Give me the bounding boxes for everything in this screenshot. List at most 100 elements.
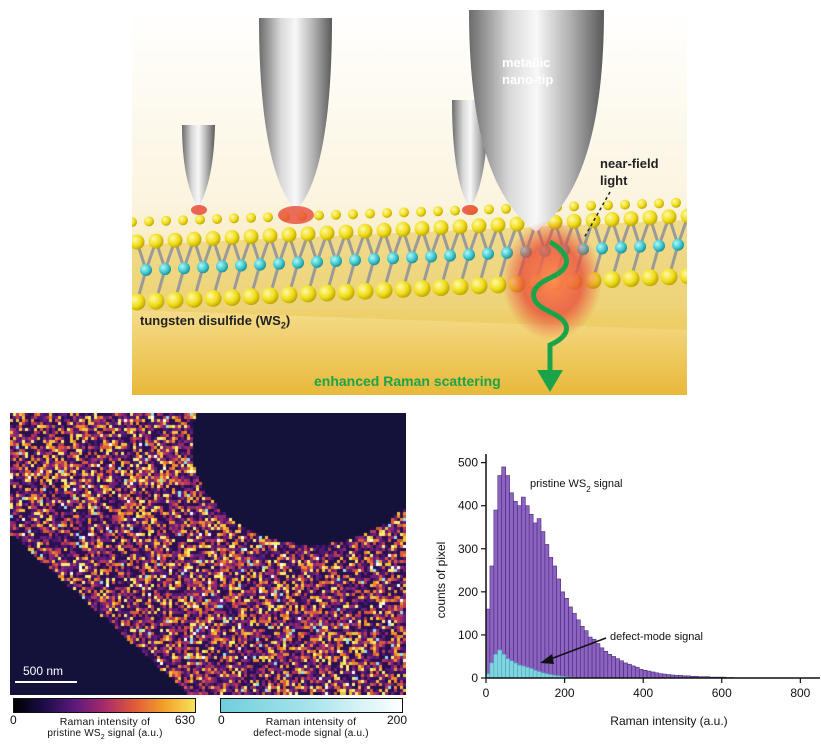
defect-bar [513,662,518,679]
defect-bar [493,654,499,679]
pristine-bar [619,660,624,679]
pristine-bar [493,509,499,679]
nearfield-label: near-field light [600,155,685,189]
annotation-pristine-sub: 2 [586,485,591,494]
annotation-defect-arrowhead [540,654,554,664]
pristine-bar [631,665,636,679]
pristine-bar [638,669,644,679]
y-tick-label: 200 [458,585,478,599]
pristine-bar [650,671,656,679]
x-tick-label: 400 [633,686,653,700]
annotation-defect-arrow [547,637,607,661]
pristine-bar [623,662,628,679]
pristine-bar [513,501,518,679]
pristine-bar [540,531,546,679]
pristine-bar [524,505,530,679]
colorbar-pristine-line1: Raman intensity of [59,716,151,728]
tip-label-line1: metallic [502,55,551,70]
colorbar-defect-line1: Raman intensity of [265,716,357,728]
pristine-bar [635,666,640,679]
pristine-bar [532,522,538,679]
pristine-bar [603,650,609,679]
colorbar-defect-label: Raman intensity of defect-mode signal (a… [226,716,396,740]
colorbar-pristine-max: 630 [175,713,196,727]
defect-bar [489,662,495,679]
x-axis-label: Raman intensity (a.u.) [610,714,727,728]
pristine-bar [517,505,522,679]
defect-bar [501,654,506,679]
pristine-bar [497,475,503,679]
tip-label-line2: nano-tip [502,72,554,87]
pristine-bar [642,669,648,679]
colorbar-pristine-line2-sub: 2 [100,734,105,741]
pristine-bar [568,606,573,679]
defect-bar [524,666,530,679]
histogram-bars [485,466,734,679]
pristine-bar [521,496,526,679]
raman-map-canvas [10,413,406,695]
pristine-bar [583,630,589,679]
material-label: tungsten disulfide (WS2) [140,313,290,331]
material-label-close: ) [285,313,291,328]
pristine-bar [654,672,660,679]
colorbar-defect [220,698,403,713]
colorbar-pristine-label: Raman intensity of pristine WS2 signal (… [20,716,190,744]
tip-label: metallic nano-tip [502,54,592,88]
nearfield-label-line2: light [600,173,628,188]
defect-bar [540,672,546,679]
illustration-panel: metallic nano-tip near-field light tungs… [132,10,687,395]
defect-bar [536,671,542,679]
annotation-defect: defect-mode signal [610,631,703,643]
material-label-text: tungsten disulfide (WS [140,313,281,328]
pristine-bar [611,656,616,679]
annotation-pristine-pre: pristine WS [530,478,586,490]
raman-arrow-head [537,370,563,392]
pristine-bar [615,658,620,679]
defect-bar [528,668,534,679]
colorbar-pristine-line2: pristine WS2 signal (a.u.) [20,728,190,744]
defect-bar [521,665,526,679]
pristine-bar [556,578,561,679]
defect-bar [517,664,522,679]
y-tick-label: 300 [458,542,478,556]
pristine-bar [560,591,565,679]
annotation-pristine: pristine WS2 signal [530,478,623,494]
pristine-bar [599,647,605,679]
scale-label: 500 nm [23,664,64,678]
defect-bar [497,649,503,679]
colorbar-pristine-min: 0 [10,713,17,727]
colorbar-pristine-line2-pre: pristine WS [47,728,101,739]
colorbar-pristine [13,698,196,713]
pristine-bar [528,514,534,679]
colorbar-defect-line2: defect-mode signal (a.u.) [253,728,369,739]
defect-bar [509,660,514,679]
pristine-bar [607,654,613,679]
y-tick-label: 500 [458,456,478,470]
material-label-sub: 2 [280,320,286,331]
near-field-glow [502,220,602,340]
raman-map: 500 nm [10,413,406,695]
colorbar-defect-min: 0 [218,713,225,727]
pristine-bar [564,598,569,679]
y-tick-label: 400 [458,499,478,513]
pristine-bar [591,638,597,679]
pristine-bar [536,518,542,679]
scale-bar [15,681,77,683]
nearfield-pointer [583,191,611,239]
x-tick-label: 800 [790,686,810,700]
pristine-bar [646,670,652,679]
histogram-chart: 0 100 200 300 400 500 0 200 400 600 800 counts of … [434,454,820,728]
ws2-lattice [132,197,687,311]
defect-bar [505,658,510,679]
scatter-label: enhanced Raman scattering [314,373,501,389]
nano-tip-4 [469,10,604,340]
x-tick-label: 0 [483,686,490,700]
pristine-bar [627,663,632,679]
annotation-pristine-post: signal [591,478,623,490]
pristine-bar [595,643,601,679]
defect-bar [532,669,538,679]
pristine-bar [501,466,506,679]
raman-arrow [531,239,569,372]
y-tick-label: 0 [471,671,478,685]
nearfield-label-line1: near-field [600,156,659,171]
